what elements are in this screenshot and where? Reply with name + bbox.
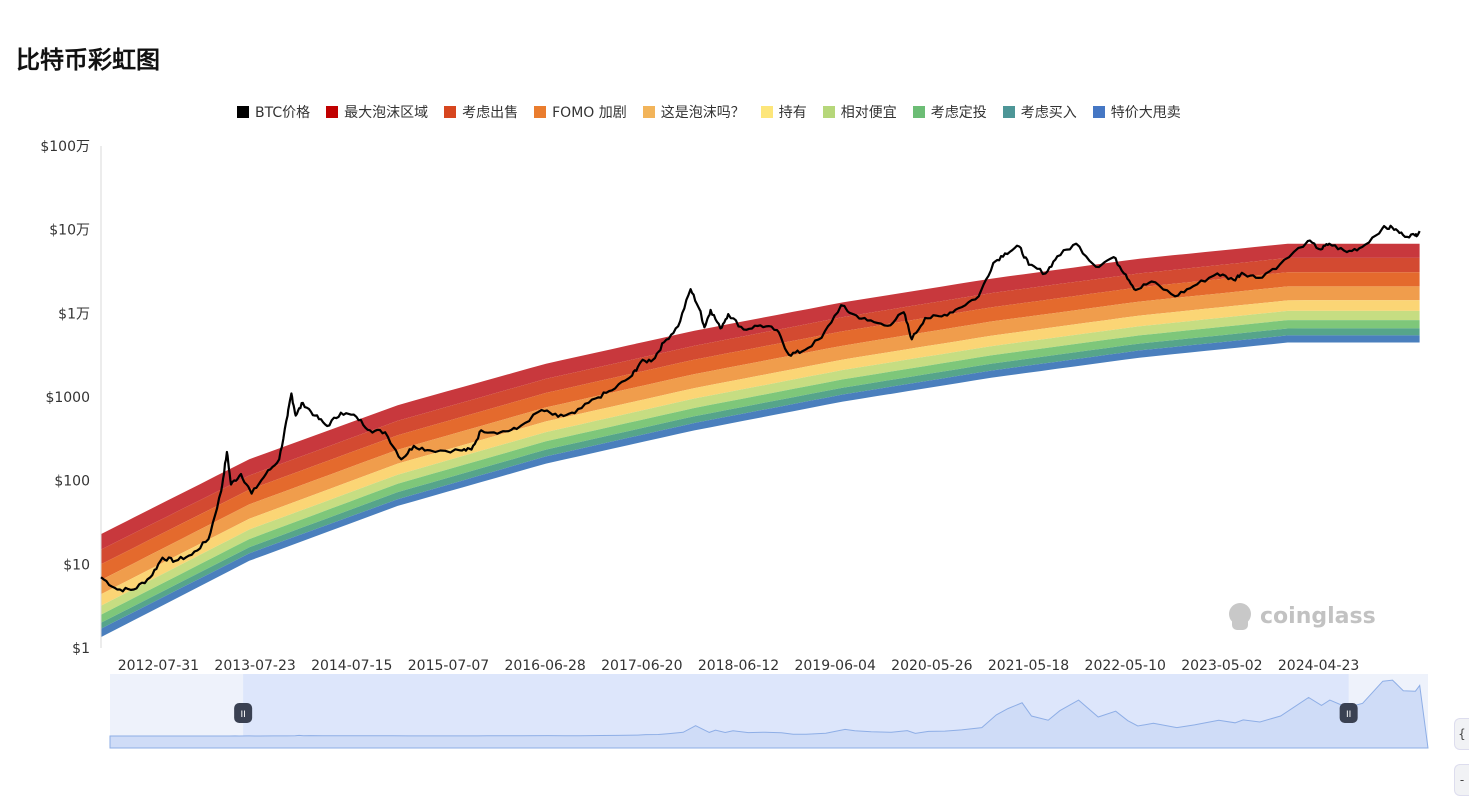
y-tick-label: $1000 bbox=[45, 390, 90, 406]
handle-grip[interactable] bbox=[234, 703, 253, 723]
x-tick-label: 2021-05-18 bbox=[988, 658, 1069, 674]
x-tick-label: 2015-07-07 bbox=[408, 658, 489, 674]
legend-item[interactable]: 相对便宜 bbox=[822, 103, 897, 121]
navigator-left-handle[interactable]: II bbox=[234, 703, 253, 723]
x-tick-label: 2014-07-15 bbox=[311, 658, 392, 674]
legend-label: 持有 bbox=[778, 105, 807, 121]
legend-label: 考虑出售 bbox=[462, 105, 519, 121]
legend-label: BTC价格 bbox=[255, 105, 311, 121]
y-tick-label: $1 bbox=[72, 641, 90, 657]
legend-item[interactable]: 特价大甩卖 bbox=[1092, 103, 1181, 121]
legend-swatch bbox=[326, 106, 339, 118]
legend-label: 最大泡沫区域 bbox=[344, 105, 429, 121]
legend-swatch bbox=[822, 106, 835, 118]
legend-swatch bbox=[760, 106, 773, 118]
coinglass-watermark: coinglass bbox=[1229, 603, 1376, 630]
x-tick-label: 2020-05-26 bbox=[891, 658, 972, 674]
legend-item[interactable]: 考虑出售 bbox=[444, 103, 518, 121]
x-tick-label: 2017-06-20 bbox=[601, 658, 682, 674]
x-tick-label: 2024-04-23 bbox=[1278, 658, 1359, 674]
legend-item[interactable]: BTC价格 bbox=[237, 103, 310, 121]
legend-swatch bbox=[444, 106, 457, 118]
legend-label: 相对便宜 bbox=[840, 105, 897, 121]
y-tick-label: $10 bbox=[63, 557, 90, 573]
legend-swatch bbox=[642, 106, 655, 118]
x-tick-label: 2013-07-23 bbox=[214, 658, 295, 674]
legend-swatch bbox=[534, 106, 547, 118]
legend-item[interactable]: 考虑买入 bbox=[1002, 103, 1077, 121]
page-title: 比特币彩虹图 bbox=[16, 46, 160, 74]
side-panel-button[interactable]: { bbox=[1454, 718, 1469, 750]
coinglass-logo-body bbox=[1232, 608, 1248, 630]
legend-label: FOMO 加剧 bbox=[552, 105, 627, 121]
y-tick-label: $100万 bbox=[40, 139, 90, 155]
legend-item[interactable]: 考虑定投 bbox=[912, 103, 987, 121]
chart-legend: BTC价格 最大泡沫区域 考虑出售 FOMO 加剧 这是泡沫吗？ 持有 相对便宜 考虑定投 考虑… bbox=[0, 103, 1469, 123]
y-tick-label: $10万 bbox=[49, 223, 90, 239]
legend-label: 考虑买入 bbox=[1020, 105, 1077, 121]
legend-label: 这是泡沫吗？ bbox=[660, 105, 745, 121]
x-tick-label: 2018-06-12 bbox=[698, 658, 779, 674]
side-panel-button[interactable]: - bbox=[1454, 764, 1469, 796]
legend-item[interactable]: FOMO 加剧 bbox=[534, 103, 627, 121]
legend-swatch bbox=[912, 106, 925, 118]
legend-swatch bbox=[1092, 106, 1105, 118]
handle-grip[interactable] bbox=[1339, 703, 1358, 723]
range-navigator[interactable]: II II bbox=[109, 674, 1429, 749]
rainbow-bands bbox=[101, 243, 1420, 638]
handle-grip-label: II bbox=[1346, 710, 1351, 720]
x-tick-label: 2012-07-31 bbox=[118, 658, 199, 674]
x-tick-label: 2022-05-10 bbox=[1085, 658, 1166, 674]
navigator-area bbox=[109, 679, 1429, 749]
legend-label: 考虑定投 bbox=[930, 105, 987, 121]
legend-swatch bbox=[237, 106, 249, 118]
watermark-text: coinglass bbox=[1260, 604, 1376, 629]
y-tick-label: $1万 bbox=[58, 306, 90, 322]
legend-label: 特价大甩卖 bbox=[1110, 105, 1181, 121]
legend-swatch bbox=[1002, 106, 1015, 118]
y-tick-label: $100 bbox=[54, 474, 90, 490]
legend-item[interactable]: 持有 bbox=[760, 103, 807, 121]
legend-item[interactable]: 这是泡沫吗？ bbox=[642, 103, 745, 121]
legend-item[interactable]: 最大泡沫区域 bbox=[326, 103, 428, 121]
handle-grip-label: II bbox=[240, 710, 245, 720]
x-tick-label: 2016-06-28 bbox=[504, 658, 585, 674]
navigator-right-handle[interactable]: II bbox=[1339, 703, 1358, 723]
x-tick-label: 2023-05-02 bbox=[1181, 658, 1262, 674]
btc-price-line bbox=[100, 224, 1421, 593]
x-tick-label: 2019-06-04 bbox=[794, 658, 875, 674]
